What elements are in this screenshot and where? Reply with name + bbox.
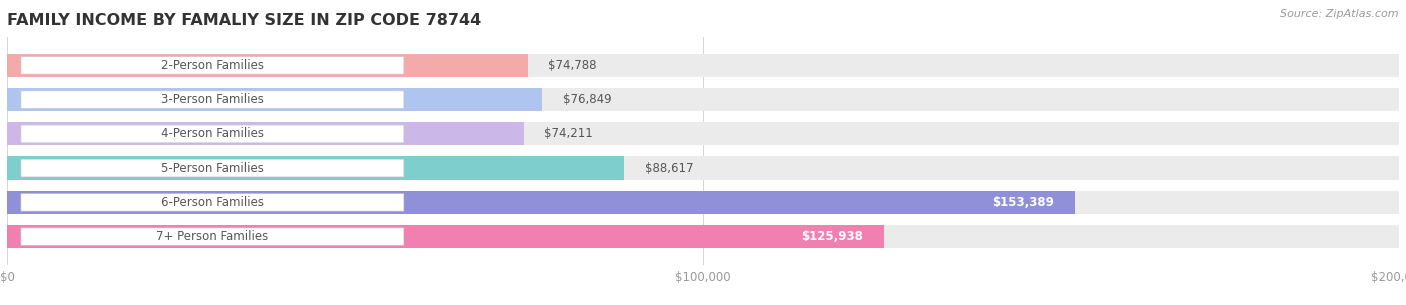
Text: 3-Person Families: 3-Person Families (160, 93, 264, 106)
Text: $74,211: $74,211 (544, 127, 593, 140)
Bar (21, 91, 404, 108)
Text: $76,849: $76,849 (562, 93, 612, 106)
Bar (7, 156, 1399, 180)
Bar (7, 122, 1399, 145)
Bar (21, 57, 404, 74)
Bar (7, 191, 1074, 214)
Bar (21, 125, 404, 142)
Bar (7, 54, 527, 77)
Text: $74,788: $74,788 (548, 59, 598, 72)
Bar (7, 191, 1399, 214)
Text: 2-Person Families: 2-Person Families (160, 59, 264, 72)
Text: 7+ Person Families: 7+ Person Families (156, 230, 269, 243)
Text: FAMILY INCOME BY FAMALIY SIZE IN ZIP CODE 78744: FAMILY INCOME BY FAMALIY SIZE IN ZIP COD… (7, 13, 481, 28)
Bar (7, 54, 1399, 77)
Bar (7, 88, 541, 111)
Text: $125,938: $125,938 (801, 230, 863, 243)
Bar (21, 228, 404, 245)
Bar (7, 225, 883, 248)
Text: 4-Person Families: 4-Person Families (160, 127, 264, 140)
Text: Source: ZipAtlas.com: Source: ZipAtlas.com (1281, 9, 1399, 19)
Bar (7, 122, 523, 145)
Bar (21, 160, 404, 177)
Bar (21, 194, 404, 211)
Text: 5-Person Families: 5-Person Families (160, 162, 264, 174)
Text: 6-Person Families: 6-Person Families (160, 196, 264, 209)
Bar (7, 88, 1399, 111)
Bar (7, 156, 624, 180)
Text: $153,389: $153,389 (991, 196, 1053, 209)
Bar (7, 225, 1399, 248)
Text: $88,617: $88,617 (645, 162, 693, 174)
